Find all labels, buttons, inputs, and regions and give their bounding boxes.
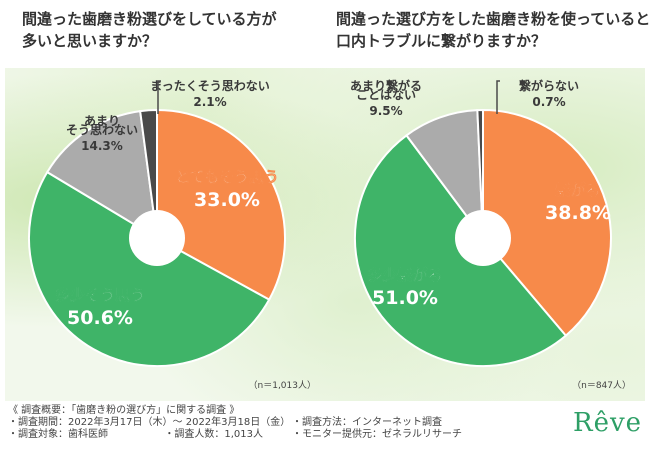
- pie-1-value-3: 14.3%: [81, 139, 123, 153]
- pie-2-label-2-line-1: 多少繋がる: [367, 266, 442, 284]
- pie-2-center-hole: [455, 210, 511, 266]
- chart-1-title-line-1: 間違った歯磨き粉選びをしている方が: [22, 10, 277, 28]
- pie-1-label-2-line-1: 多少そう思う: [55, 286, 145, 304]
- pie-2-value-1: 38.8%: [545, 202, 611, 224]
- pie-2-value-4: 0.7%: [532, 95, 565, 109]
- pie-1-slice-4: [139, 108, 158, 239]
- survey-target-row: ・調査対象：歯科医師 ・調査人数：1,013人: [8, 429, 290, 441]
- pie-1-label-3-line-1: あまり: [84, 114, 120, 128]
- pie-1-value-1: 33.0%: [194, 189, 260, 211]
- survey-method: ・調査方法：インターネット調査: [292, 417, 442, 428]
- pie-1-value-4: 2.1%: [193, 95, 226, 109]
- pie-2-slice-4: [476, 108, 484, 239]
- pie-2-label-3-line-2: ことはない: [356, 88, 416, 102]
- pie-1-value-2: 50.6%: [67, 307, 133, 329]
- pie-2-label-3-line-1: あまり繋がる: [350, 78, 422, 93]
- pie-2-sample-size: （n＝847人）: [572, 380, 631, 391]
- pie-2-value-2: 51.0%: [372, 287, 438, 309]
- pie-2-slice-1: [482, 108, 612, 338]
- chart-2-title-line-2: 口内トラブルに繋がりますか？: [336, 32, 547, 50]
- survey-provider: ・モニター提供元：ゼネラルリサーチ: [292, 429, 462, 440]
- pie-1-leader-line: [157, 80, 161, 114]
- pie-1-label-1-line-1: とてもそう思う: [175, 168, 279, 186]
- chart-1-title: 間違った歯磨き粉選びをしている方が 多いと思いますか？: [22, 8, 277, 52]
- pie-2-leader-line: [496, 80, 500, 114]
- survey-overview-left: 《 調査概要：「歯磨き粉の選び方」に関する調査 》 ・調査期間：2022年3月1…: [8, 405, 290, 441]
- chart-2-title: 間違った選び方をした歯磨き粉を使っていると 口内トラブルに繋がりますか？: [336, 8, 650, 52]
- pie-1-slice-2: [28, 170, 271, 368]
- pie-1-center-hole: [129, 210, 185, 266]
- chart-1-title-line-2: 多いと思いますか？: [22, 32, 158, 50]
- chart-2-title-line-1: 間違った選び方をした歯磨き粉を使っていると: [336, 10, 650, 28]
- pie-1-slice-1: [156, 108, 286, 302]
- survey-overview-right: ・調査方法：インターネット調査 ・モニター提供元：ゼネラルリサーチ: [292, 417, 462, 441]
- survey-count: ・調査人数：1,013人: [164, 429, 264, 440]
- survey-target: ・調査対象：歯科医師: [8, 429, 108, 440]
- pie-1-slice-3: [45, 109, 159, 240]
- pie-2-value-3: 9.5%: [369, 104, 402, 118]
- pie-1-label-3-line-2: そう思わない: [66, 123, 138, 137]
- pie-2-label-1-line-1: 繋がる: [555, 181, 600, 199]
- pie-2-slice-3: [405, 109, 485, 242]
- pie-2-label-4-line-1: 繋がらない: [519, 78, 579, 93]
- pie-1-sample-size: （n＝1,013人）: [249, 380, 316, 391]
- brand-logo: Rêve: [573, 408, 643, 438]
- pie-1-label-4-line-1: まったくそう思わない: [150, 79, 270, 93]
- survey-overview-title: 《 調査概要：「歯磨き粉の選び方」に関する調査 》: [8, 405, 240, 416]
- pie-chart-1: [28, 108, 286, 368]
- pie-chart-2: [353, 108, 612, 368]
- survey-period: ・調査期間：2022年3月17日（木）〜 2022年3月18日（金）: [8, 417, 291, 428]
